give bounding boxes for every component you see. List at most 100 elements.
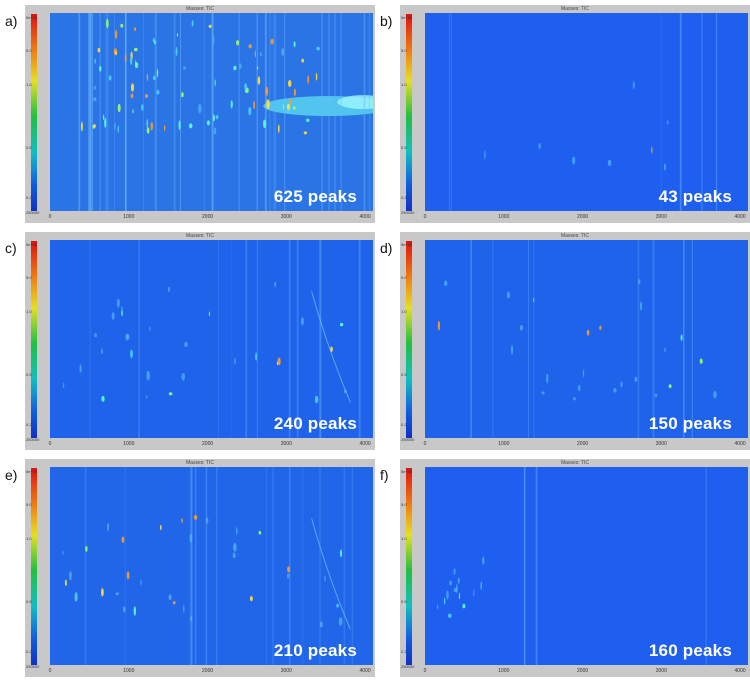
colorbar-tick-label: 0.2 [401, 422, 407, 427]
vertical-streak [660, 13, 662, 211]
peak-spot [115, 592, 119, 596]
vertical-streak [451, 13, 452, 211]
panel-letter: f) [380, 467, 389, 483]
peak-spot [244, 83, 248, 91]
peak-spot [541, 391, 545, 395]
vertical-streak [218, 240, 219, 438]
peak-spot [146, 395, 148, 399]
peak-spot [651, 146, 653, 154]
colorbar [31, 468, 37, 665]
vertical-streak [143, 13, 144, 211]
peak-spot [654, 393, 658, 398]
peak-spot [443, 597, 446, 605]
peak-spot [160, 524, 162, 531]
peak-spot [189, 533, 193, 543]
peak-spot [286, 110, 290, 114]
peak-count-label: 625 peaks [273, 187, 357, 206]
colorbar-tick-label: 0.5 [401, 599, 407, 604]
peak-spot [713, 391, 717, 399]
peak-spot [664, 347, 666, 353]
colorbar-tick-label: 0.5 [401, 372, 407, 377]
x-tick-label: 2000 [202, 214, 214, 220]
peak-spot [114, 122, 116, 131]
colorbar-tick-label: 1.0 [26, 309, 32, 314]
peak-spot [319, 621, 323, 628]
peak-spot [287, 573, 290, 579]
peak-spot [144, 94, 148, 98]
peak-spot [122, 606, 126, 613]
peak-spot [132, 109, 134, 114]
peak-count-label: 160 peaks [648, 641, 732, 660]
vertical-streak [302, 467, 304, 665]
peak-spot [146, 118, 149, 129]
peak-spot [163, 125, 166, 131]
vertical-streak [124, 467, 126, 665]
peak-spot [133, 606, 136, 616]
peak-spot [340, 549, 342, 558]
frame-title: Masses: TIC [186, 6, 214, 12]
colorbar-tick-label: 5e+08 [401, 469, 413, 474]
x-tick-label: 3000 [655, 441, 667, 447]
peak-spot [126, 333, 130, 340]
peak-spot [94, 58, 96, 64]
peak-spot [93, 85, 96, 90]
vertical-streak [211, 13, 213, 211]
peak-spot [64, 579, 67, 586]
colorbar-tick-label: 0.2 [26, 195, 32, 200]
colorbar-tick-label: 250000 [401, 210, 415, 215]
x-tick-label: 4000 [734, 214, 746, 220]
peak-spot [453, 568, 456, 575]
colorbar-tick-label: 5e+08 [26, 469, 38, 474]
vertical-streak [89, 240, 91, 438]
panel-letter: d) [380, 240, 393, 256]
vertical-streak [195, 467, 197, 665]
vertical-streak [351, 467, 353, 665]
peak-spot [69, 570, 72, 581]
peak-spot [300, 317, 304, 326]
peak-spot [239, 63, 242, 69]
colorbar-tick-label: 5.0 [26, 48, 32, 53]
frame-title: Masses: TIC [561, 233, 589, 239]
peak-spot [263, 119, 267, 129]
peak-spot [639, 301, 643, 311]
peak-spot [480, 581, 482, 590]
peak-spot [281, 47, 285, 57]
x-tick-label: 1000 [498, 441, 510, 447]
peak-spot [130, 56, 133, 65]
peak-spot [191, 20, 194, 27]
bleed-band [337, 95, 373, 110]
peak-spot [212, 114, 215, 122]
vertical-streak [523, 467, 526, 665]
peak-spot [462, 603, 466, 609]
colorbar-tick-label: 1.0 [401, 309, 407, 314]
vertical-streak [114, 13, 115, 211]
colorbar-tick-label: 250000 [401, 664, 415, 669]
peak-spot [213, 35, 215, 45]
panel-letter: c) [5, 240, 17, 256]
peak-spot [339, 322, 344, 327]
heatmap-plot [425, 13, 748, 211]
peak-spot [230, 100, 233, 109]
vertical-streak [272, 13, 275, 211]
vertical-streak [274, 13, 277, 211]
vertical-streak [238, 13, 240, 211]
plot-frame: Masses: TIC 5e+08 5.0 1.0 0.5 0.2 250000 0 1000 2… [400, 459, 750, 677]
vertical-streak [492, 240, 494, 438]
colorbar [31, 241, 37, 438]
peak-spot [620, 381, 623, 388]
vertical-streak [91, 13, 93, 211]
vertical-streak [683, 240, 685, 438]
vertical-streak [272, 467, 274, 665]
heatmap-background [425, 467, 748, 665]
vertical-streak [528, 240, 529, 438]
colorbar-tick-label: 1.0 [26, 536, 32, 541]
vertical-streak [106, 13, 109, 211]
peak-spot [448, 613, 452, 619]
vertical-streak [716, 13, 718, 211]
x-tick-label: 1000 [498, 214, 510, 220]
frame-title: Masses: TIC [561, 460, 589, 466]
x-tick-label: 4000 [359, 441, 371, 447]
peak-spot [79, 364, 82, 373]
peak-spot [248, 106, 252, 116]
peak-spot [116, 298, 120, 308]
